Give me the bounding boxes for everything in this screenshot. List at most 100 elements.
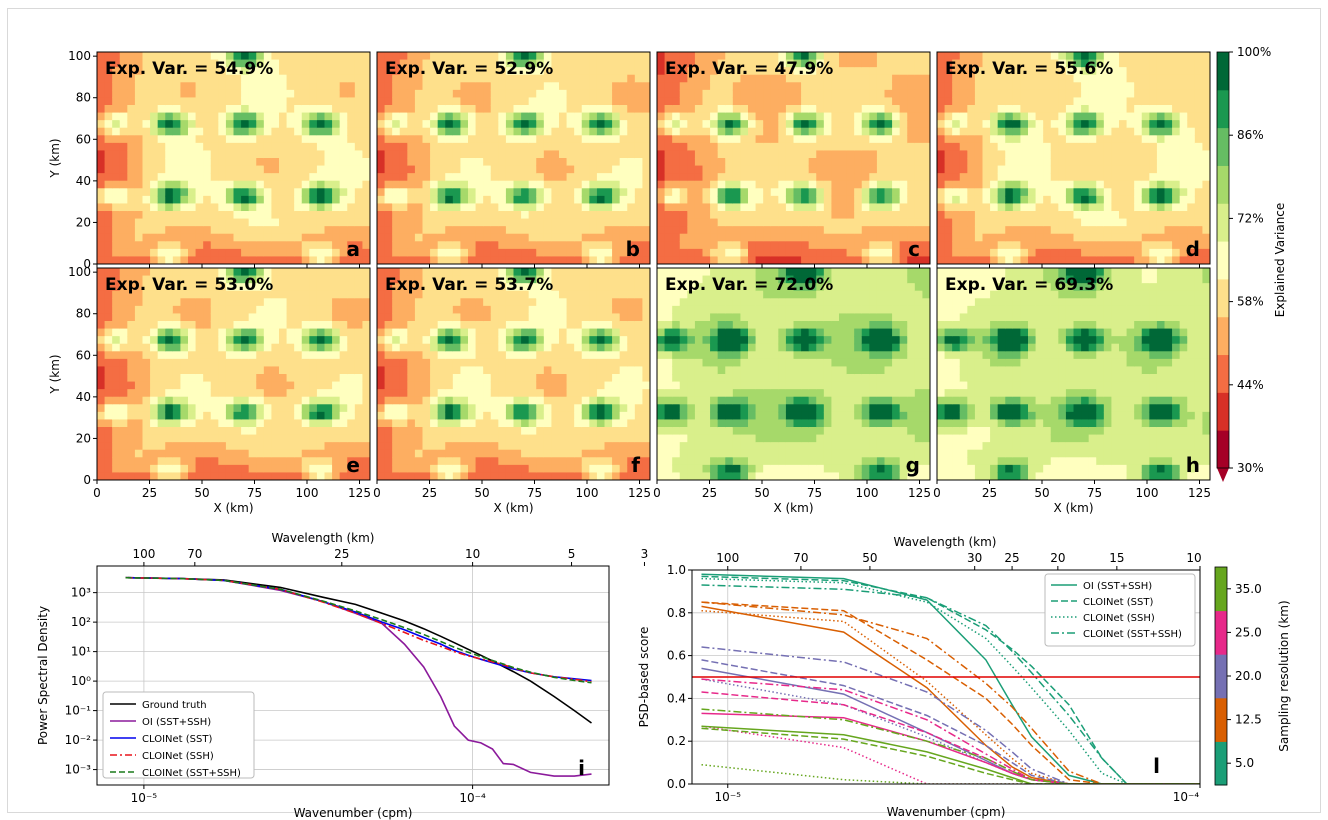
heatmap-cell [770,241,779,250]
heatmap-cell [362,203,370,212]
heatmap-cell [1179,195,1188,205]
heatmap-cell [392,52,401,61]
heatmap-cell [732,233,742,242]
heatmap-cell [218,358,227,368]
heatmap-cell [218,67,227,76]
heatmap-cell [952,67,961,76]
heatmap-cell [195,158,204,167]
heatmap-cell [271,173,280,182]
heatmap-cell [301,165,310,174]
heatmap-cell [279,358,288,368]
heatmap-cell [589,112,598,121]
heatmap-cell [1141,158,1150,167]
heatmap-cell [1111,158,1120,167]
heatmap-cell [1119,211,1128,220]
heatmap-cell [97,419,106,428]
heatmap-cell [294,233,303,242]
heatmap-cell [384,112,393,121]
heatmap-cell [1126,180,1135,189]
heatmap-cell [846,211,855,220]
heatmap-cell [642,82,650,91]
heatmap-cell [559,142,568,152]
heatmap-cell [452,195,462,205]
heatmap-cell [566,180,575,189]
heatmap-cell [521,256,530,264]
heatmap-cell [127,298,136,307]
heatmap-cell [801,120,810,129]
heatmap-cell [770,105,779,114]
heatmap-cell [1164,142,1173,152]
heatmap-cell [460,248,469,258]
heatmap-cell [1172,127,1181,136]
heatmap-cell [377,241,386,250]
heatmap-cell [332,336,341,345]
heatmap-cell [279,89,288,99]
heatmap-cell [551,195,560,205]
heatmap-cell [180,457,189,466]
heatmap-cell [1005,256,1014,264]
heatmap-cell [279,268,288,277]
heatmap-cell [97,472,106,480]
heatmap-cell [316,449,326,458]
heatmap-cell [1179,226,1188,235]
heatmap-cell [823,203,833,212]
heatmap-cell [679,105,688,114]
heatmap-cell [778,150,787,159]
heatmap-cell [490,142,499,152]
heatmap-cell [248,268,257,277]
heatmap-cell [279,74,288,83]
heatmap-cell [165,180,174,189]
heatmap-cell [755,105,764,114]
heatmap-cell [793,180,802,189]
heatmap-cell [778,97,787,106]
heatmap-cell [195,74,204,83]
heatmap-cell [559,59,568,68]
heatmap-cell [339,82,348,91]
heatmap-cell [332,275,341,284]
heatmap-cell [142,449,151,458]
heatmap-cell [301,218,310,227]
heatmap-cell [997,241,1006,250]
heatmap-cell [566,150,575,159]
heatmap-cell [104,419,113,428]
heatmap-cell [309,434,318,443]
heatmap-cell [1149,188,1158,197]
heatmap-cell [248,195,257,205]
heatmap-cell [112,290,121,299]
heatmap-cell [657,226,666,235]
heatmap-cell [1020,241,1029,250]
heatmap-cell [679,188,688,197]
heatmap-cell [142,89,151,99]
heatmap-cell [225,97,235,106]
heatmap-cell [203,74,212,83]
heatmap-cell [974,158,984,167]
heatmap-cell [422,173,431,182]
heatmap-cell [279,427,288,436]
heatmap-cell [1194,135,1204,144]
heatmap-cell [248,158,257,167]
heatmap-cell [195,226,204,235]
heatmap-cell [430,188,439,197]
heatmap-cell [846,142,855,152]
heatmap-cell [1194,195,1204,205]
heatmap-cell [839,142,848,152]
heatmap-cell [694,67,704,76]
heatmap-cell [165,449,174,458]
heatmap-cell [498,127,507,136]
heatmap-cell [854,135,863,144]
heatmap-cell [1073,218,1082,227]
heatmap-cell [990,142,999,152]
heatmap-cell [710,135,719,144]
heatmap-cell [97,120,106,129]
heatmap-cell [627,211,636,220]
heatmap-cell [589,173,598,182]
heatmap-cell [180,256,189,264]
heatmap-cell [203,343,212,352]
heatmap-cell [134,89,144,99]
heatmap-cell [271,449,280,458]
heatmap-cell [914,180,924,189]
heatmap-cell [104,427,113,436]
heatmap-cell [1156,67,1166,76]
heatmap-cell [414,203,424,212]
heatmap-cell [687,97,696,106]
